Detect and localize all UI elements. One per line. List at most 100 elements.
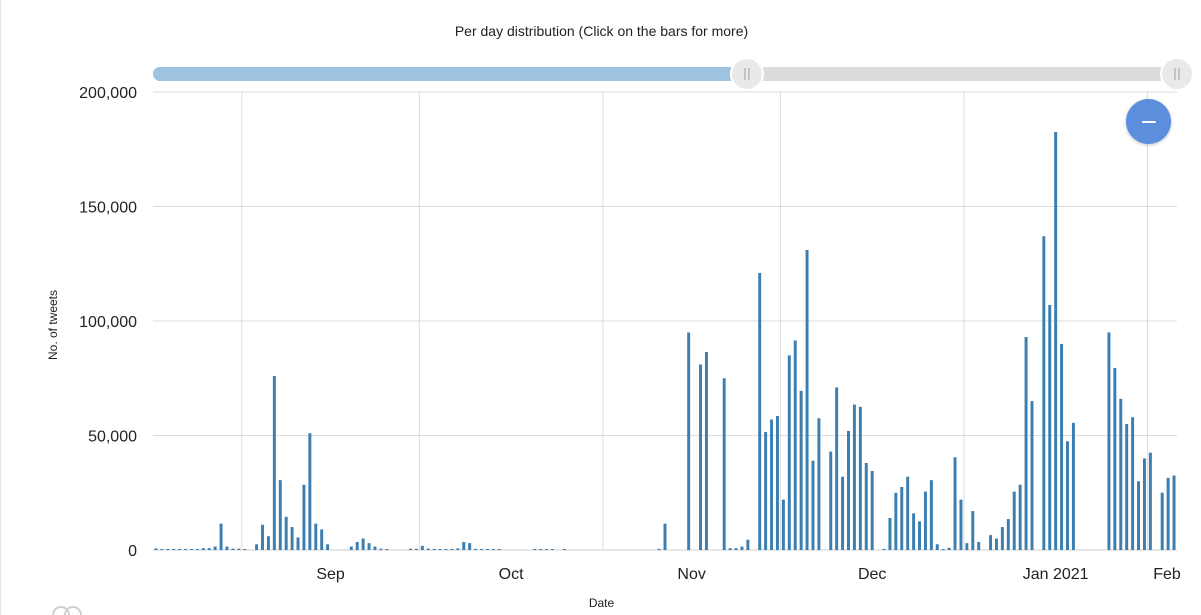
bar-series[interactable] — [154, 132, 1176, 550]
bar[interactable] — [154, 548, 158, 550]
bar[interactable] — [533, 549, 537, 550]
bar[interactable] — [320, 529, 324, 550]
bar[interactable] — [894, 492, 898, 550]
bar[interactable] — [728, 548, 732, 550]
bar[interactable] — [373, 546, 377, 550]
bar[interactable] — [379, 548, 383, 550]
bar[interactable] — [947, 547, 951, 550]
bar[interactable] — [284, 516, 288, 550]
bar[interactable] — [1054, 132, 1058, 550]
bar[interactable] — [474, 548, 478, 550]
bar[interactable] — [704, 351, 708, 550]
bar[interactable] — [456, 548, 460, 550]
bar[interactable] — [781, 499, 785, 550]
bar[interactable] — [314, 523, 318, 550]
bar[interactable] — [172, 549, 176, 550]
bar[interactable] — [1006, 519, 1010, 550]
bar[interactable] — [426, 548, 430, 550]
bar[interactable] — [852, 404, 856, 550]
bar[interactable] — [414, 548, 418, 550]
bar[interactable] — [1107, 332, 1111, 550]
bar[interactable] — [687, 332, 691, 550]
bar[interactable] — [965, 543, 969, 550]
bar[interactable] — [450, 549, 454, 550]
bar[interactable] — [829, 451, 833, 550]
bar[interactable] — [213, 546, 217, 550]
slider-handle-start[interactable] — [729, 57, 764, 91]
bar[interactable] — [349, 546, 353, 550]
bar[interactable] — [468, 543, 472, 550]
bar[interactable] — [657, 548, 661, 550]
date-range-slider[interactable] — [1, 0, 1201, 100]
bar[interactable] — [326, 544, 330, 550]
bar[interactable] — [1125, 424, 1129, 550]
bar[interactable] — [278, 480, 282, 550]
bar[interactable] — [485, 549, 489, 550]
bar[interactable] — [758, 272, 762, 550]
bar[interactable] — [906, 476, 910, 550]
bar[interactable] — [219, 523, 223, 550]
bar[interactable] — [243, 549, 247, 550]
slider-selected-range[interactable] — [153, 67, 747, 81]
bar[interactable] — [438, 549, 442, 550]
bar[interactable] — [805, 250, 809, 550]
bar[interactable] — [302, 484, 306, 550]
bar[interactable] — [918, 521, 921, 550]
bar[interactable] — [308, 433, 312, 550]
bar[interactable] — [1160, 492, 1164, 550]
bar[interactable] — [355, 541, 359, 550]
bar[interactable] — [787, 355, 791, 550]
bar[interactable] — [491, 549, 495, 550]
bar[interactable] — [971, 511, 975, 550]
slider-handle-end[interactable] — [1160, 57, 1194, 91]
bar[interactable] — [1018, 484, 1022, 550]
bar[interactable] — [1012, 491, 1016, 550]
bar[interactable] — [699, 364, 702, 550]
bar[interactable] — [977, 541, 981, 550]
bar[interactable] — [409, 548, 412, 550]
bar[interactable] — [497, 549, 501, 550]
bar[interactable] — [882, 548, 886, 550]
bar[interactable] — [189, 549, 193, 550]
bar[interactable] — [1137, 481, 1141, 550]
bar[interactable] — [160, 549, 164, 550]
bar[interactable] — [1142, 458, 1146, 550]
bar[interactable] — [912, 513, 916, 550]
bar[interactable] — [1071, 422, 1075, 550]
bar[interactable] — [255, 544, 259, 550]
bar[interactable] — [740, 546, 744, 550]
bar[interactable] — [941, 549, 945, 550]
bar[interactable] — [734, 548, 738, 550]
bar[interactable] — [1166, 477, 1170, 550]
bar[interactable] — [847, 430, 850, 550]
bar[interactable] — [835, 387, 839, 550]
bar[interactable] — [858, 406, 862, 550]
bar[interactable] — [480, 549, 483, 550]
bar[interactable] — [290, 527, 294, 550]
bar[interactable] — [663, 523, 667, 550]
zoom-out-button[interactable] — [1126, 99, 1171, 144]
bar[interactable] — [722, 378, 726, 550]
bar[interactable] — [178, 549, 182, 550]
bar[interactable] — [799, 390, 803, 550]
bar[interactable] — [775, 416, 779, 550]
bar[interactable] — [870, 470, 874, 550]
bar[interactable] — [888, 517, 892, 550]
bar[interactable] — [1024, 337, 1028, 550]
bar[interactable] — [1131, 417, 1135, 550]
bar[interactable] — [953, 457, 957, 550]
bar[interactable] — [266, 536, 270, 550]
bar[interactable] — [237, 548, 241, 550]
bar[interactable] — [1148, 452, 1152, 550]
bar[interactable] — [1030, 401, 1034, 550]
bar[interactable] — [562, 549, 566, 550]
bar[interactable] — [420, 545, 424, 550]
bar[interactable] — [195, 549, 199, 550]
bar[interactable] — [929, 480, 933, 550]
bar[interactable] — [462, 541, 466, 550]
bar[interactable] — [1172, 475, 1176, 550]
bar[interactable] — [817, 418, 821, 550]
bar[interactable] — [1042, 236, 1046, 550]
bar[interactable] — [900, 487, 904, 550]
bar[interactable] — [225, 546, 229, 550]
